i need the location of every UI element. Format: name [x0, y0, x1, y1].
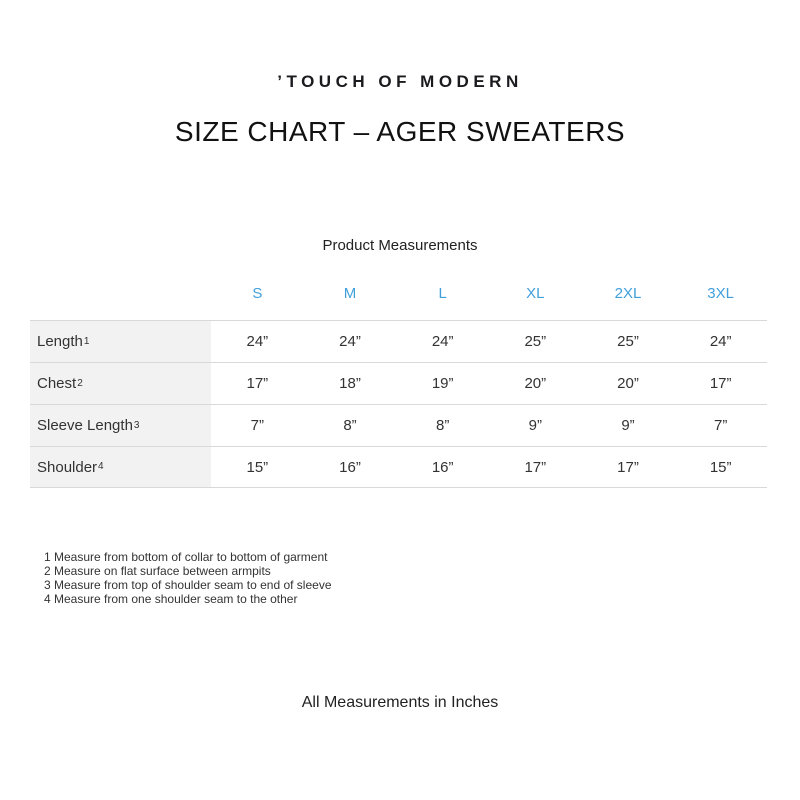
cell-shoulder-l: 16” [431, 458, 454, 476]
size-header-s: S [252, 285, 263, 302]
size-header-l: L [438, 285, 447, 302]
row-label-sleeve-length: Sleeve Length 3 [30, 405, 211, 446]
cell-chest-m: 18” [339, 375, 361, 392]
size-header-xl: XL [526, 285, 545, 302]
cell-chest-s: 17” [246, 375, 269, 392]
row-label-text: Shoulder [37, 458, 98, 476]
cell-shoulder-3xl: 15” [709, 458, 732, 476]
footnote-2: 2 Measure on flat surface between armpit… [44, 564, 271, 578]
measurement-footnotes: 1 Measure from bottom of collar to botto… [44, 550, 800, 606]
size-header-row: S M L XL 2XL 3XL [30, 285, 767, 320]
size-header-3xl: 3XL [707, 285, 734, 302]
table-row-sleeve-length: Sleeve Length 3 7” 8” 8” 9” 9” 7” [30, 404, 767, 446]
cell-length-xl: 25” [524, 333, 547, 350]
size-table: S M L XL 2XL 3XL Length 1 24” 24” 24” 25”… [30, 285, 767, 488]
cell-sleeve-l: 8” [435, 417, 450, 434]
page-title: SIZE CHART – AGER SWEATERS [174, 116, 626, 147]
units-note: All Measurements in Inches [301, 694, 499, 711]
row-label-text: Sleeve Length [37, 417, 133, 434]
brand-logo: ’TOUCH OF MODERN [277, 72, 523, 91]
cell-length-s: 24” [246, 333, 269, 350]
cell-sleeve-s: 7” [250, 417, 264, 434]
cell-chest-3xl: 17” [709, 375, 732, 392]
cell-shoulder-2xl: 17” [617, 458, 639, 476]
cell-length-3xl: 24” [709, 333, 732, 350]
table-row-shoulder: Shoulder 4 15” 16” 16” 17” 17” 15” [30, 446, 767, 488]
cell-chest-xl: 20” [524, 375, 547, 392]
row-label-text: Chest [37, 375, 77, 392]
table-row-chest: Chest 2 17” 18” 19” 20” 20” 17” [30, 362, 767, 404]
cell-length-m: 24” [339, 333, 361, 350]
table-row-length: Length 1 24” 24” 24” 25” 25” 24” [30, 320, 767, 362]
cell-chest-2xl: 20” [617, 375, 639, 392]
size-header-m: M [343, 285, 357, 302]
footnote-1: 1 Measure from bottom of collar to botto… [44, 550, 328, 564]
cell-length-l: 24” [431, 333, 454, 350]
cell-length-2xl: 25” [617, 333, 639, 350]
row-label-shoulder: Shoulder 4 [30, 447, 211, 487]
row-label-length: Length 1 [30, 321, 211, 362]
row-label-chest: Chest 2 [30, 363, 211, 404]
cell-sleeve-3xl: 7” [713, 417, 728, 434]
cell-sleeve-xl: 9” [528, 417, 542, 434]
cell-shoulder-s: 15” [246, 458, 269, 476]
table-caption: Product Measurements [322, 237, 478, 254]
cell-shoulder-xl: 17” [524, 458, 547, 476]
cell-sleeve-2xl: 9” [621, 417, 635, 434]
footnote-3: 3 Measure from top of shoulder seam to e… [44, 578, 332, 592]
footnote-4: 4 Measure from one shoulder seam to the … [44, 592, 298, 606]
size-header-2xl: 2XL [614, 285, 642, 302]
row-label-text: Length [37, 333, 83, 350]
cell-shoulder-m: 16” [339, 458, 361, 476]
cell-sleeve-m: 8” [343, 417, 357, 434]
cell-chest-l: 19” [431, 375, 454, 392]
